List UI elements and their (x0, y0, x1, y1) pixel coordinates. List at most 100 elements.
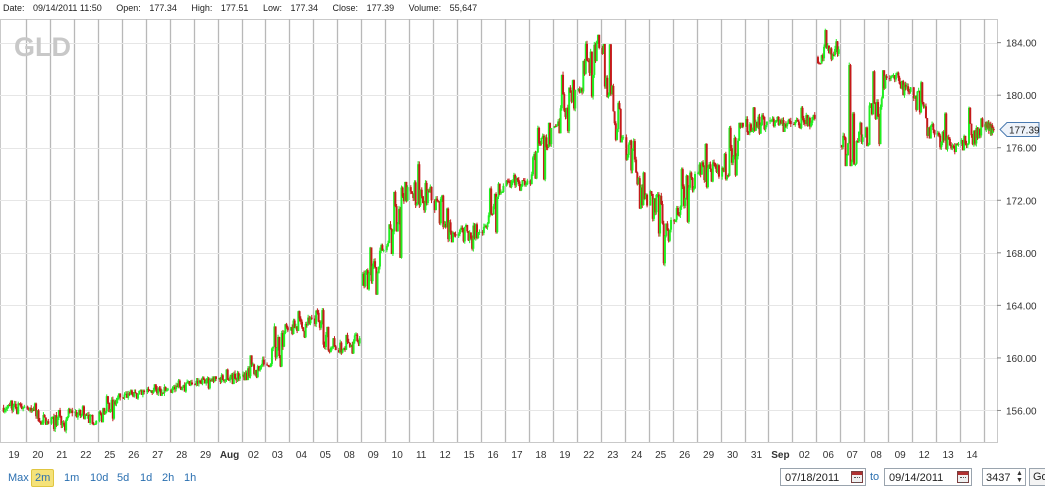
range-button-1h[interactable]: 1h (184, 472, 197, 484)
candle-body (555, 125, 558, 127)
range-button-max[interactable]: Max (8, 472, 29, 484)
bars-count-value: 3437 (986, 472, 1011, 484)
candle-body (715, 167, 718, 172)
candle-body (129, 390, 132, 395)
range-button-10d[interactable]: 10d (90, 472, 109, 484)
candle-body (676, 207, 679, 215)
calendar-icon[interactable] (957, 471, 969, 483)
candle-body (970, 123, 973, 136)
candle-body (964, 135, 967, 144)
candle-body (705, 143, 708, 187)
x-tick-label: 24 (631, 450, 643, 461)
candle-body (856, 141, 859, 143)
candle-body (899, 83, 902, 89)
candle-body (41, 423, 44, 425)
candle-body (8, 404, 11, 406)
candle-body (620, 138, 623, 143)
candle-body (370, 247, 373, 282)
candle-body (726, 175, 729, 180)
calendar-icon[interactable] (851, 471, 863, 483)
range-button-2h[interactable]: 2h (162, 472, 175, 484)
range-button-1d[interactable]: 1d (140, 472, 153, 484)
candle-body (851, 113, 854, 162)
candle-body (230, 374, 233, 377)
candle-body (660, 195, 663, 205)
candle-body (194, 384, 197, 386)
candle-body (746, 118, 749, 133)
price-chart[interactable]: GLD156.00160.00164.00168.00172.00176.001… (0, 0, 1045, 464)
candle-body (573, 80, 576, 109)
candle-body (398, 208, 401, 225)
y-tick-label: 184.00 (1006, 39, 1037, 50)
plot-area (0, 19, 998, 443)
candle-body (557, 121, 560, 126)
range-button-1m[interactable]: 1m (64, 472, 80, 484)
candle-body (254, 370, 257, 374)
candle-body (385, 246, 388, 251)
candle-body (980, 118, 983, 136)
to-date-field[interactable]: 09/14/2011 (884, 468, 972, 486)
range-button-5d[interactable]: 5d (117, 472, 130, 484)
candle-body (304, 324, 307, 338)
go-button[interactable]: Go (1029, 468, 1045, 486)
candle-body (84, 414, 87, 419)
high-field: High: 177.51 (191, 3, 249, 13)
candle-body (684, 198, 687, 206)
candle-body (30, 407, 33, 411)
candle-body (231, 374, 234, 384)
candle-body (341, 350, 344, 353)
candle-body (389, 224, 392, 229)
candle-body (908, 91, 911, 93)
candle-body (516, 178, 519, 180)
candle-body (643, 172, 646, 199)
candle-body (754, 122, 757, 131)
candle-body (501, 191, 504, 193)
candle-body (629, 140, 632, 145)
candle-body (554, 126, 557, 128)
range-button-2m[interactable]: 2m (31, 469, 55, 487)
candle-body (54, 415, 57, 430)
candle-body (675, 207, 678, 220)
candle-body (773, 122, 776, 127)
candle-body (269, 363, 272, 368)
candle-body (890, 76, 893, 79)
candle-body (132, 393, 135, 397)
candle-body (786, 123, 789, 127)
candle-body (201, 377, 204, 384)
spinner-arrows-icon[interactable]: ▲ ▼ (1016, 470, 1023, 484)
candle-body (393, 191, 396, 232)
candle-body (861, 137, 864, 142)
candle-body (616, 129, 619, 140)
candle-body (888, 78, 891, 80)
candle-body (749, 124, 752, 131)
candle-body (950, 145, 953, 149)
candle-body (474, 224, 477, 238)
candle-body (730, 148, 733, 163)
candle-body (322, 310, 325, 345)
candle-body (119, 393, 122, 398)
candle-body (227, 379, 230, 381)
bars-count-input[interactable]: 3437 ▲ ▼ (982, 468, 1026, 486)
candle-body (55, 415, 58, 426)
candle-body (404, 181, 407, 202)
candle-body (141, 390, 144, 395)
candle-body (762, 115, 765, 117)
candle-body (182, 385, 185, 388)
candle-body (173, 386, 176, 390)
candle-body (976, 127, 979, 138)
candle-body (344, 348, 347, 350)
candle-body (638, 178, 641, 209)
candle-body (369, 247, 372, 274)
candle-body (816, 57, 819, 64)
candle-body (147, 388, 150, 390)
candle-body (321, 310, 324, 323)
candle-body (870, 103, 873, 115)
candle-body (559, 108, 562, 134)
candle-body (498, 183, 501, 194)
candle-body (310, 317, 313, 319)
candle-body (116, 397, 119, 401)
from-date-field[interactable]: 07/18/2011 (780, 468, 866, 486)
candle-body (279, 356, 282, 367)
x-tick-label: 13 (943, 450, 955, 461)
candle-body (536, 127, 539, 153)
